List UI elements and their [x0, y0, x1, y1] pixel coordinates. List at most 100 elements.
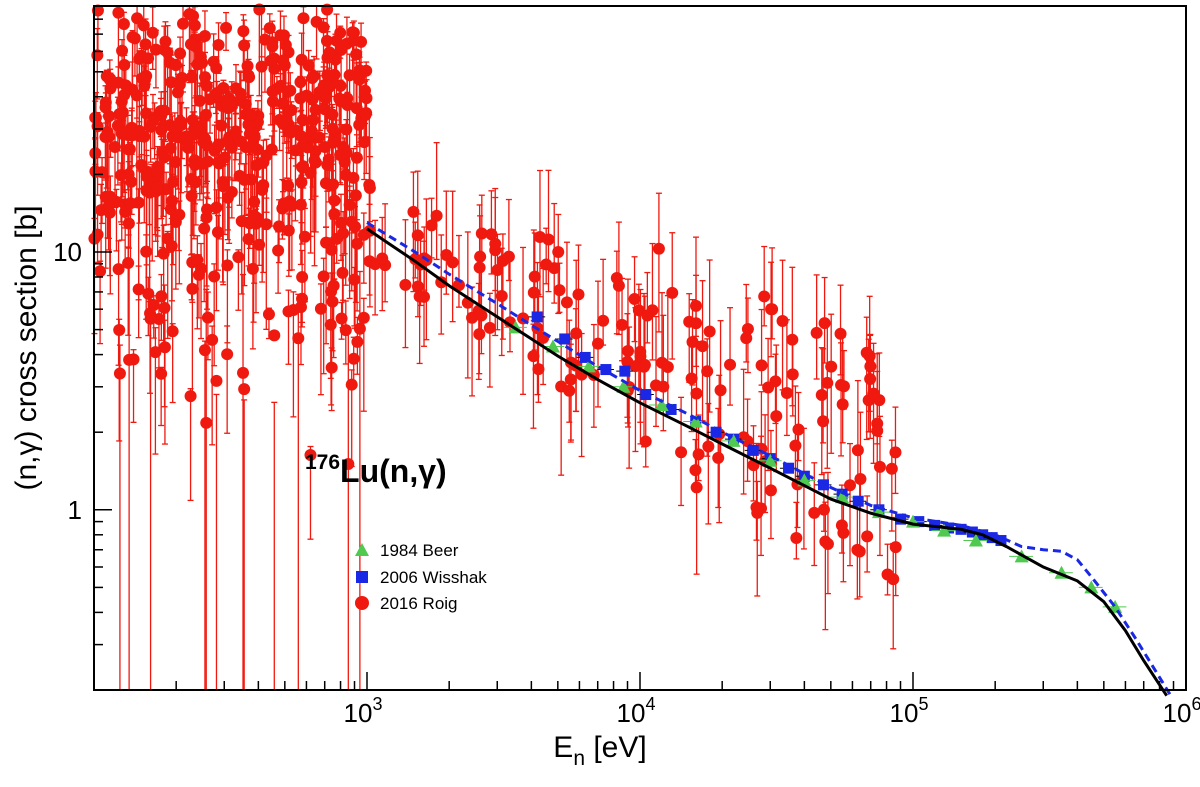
roig-point	[168, 122, 181, 135]
roig-point	[155, 124, 168, 137]
x-axis-title: En [eV]	[553, 731, 646, 770]
roig-point	[818, 317, 831, 330]
roig-point	[335, 312, 348, 325]
roig-point	[94, 265, 107, 278]
roig-point	[572, 288, 585, 301]
roig-point	[712, 451, 725, 464]
roig-point	[183, 8, 196, 21]
roig-point	[621, 344, 634, 357]
roig-point	[189, 176, 202, 189]
roig-point	[861, 530, 874, 543]
roig-point	[491, 264, 504, 277]
roig-point	[326, 295, 339, 308]
x-tick-label: 103	[344, 694, 383, 728]
x-tick-label: 106	[1163, 694, 1200, 728]
roig-point	[325, 361, 338, 374]
x-tick-label-base: 10	[617, 698, 646, 728]
wisshak-point	[783, 462, 795, 474]
roig-point	[324, 318, 337, 331]
roig-point	[867, 387, 880, 400]
roig-point	[821, 376, 834, 389]
roig-point	[295, 176, 308, 189]
beer-point	[654, 397, 669, 411]
roig-point	[144, 120, 157, 133]
roig-point	[132, 283, 145, 296]
roig-point	[135, 158, 148, 171]
roig-point	[151, 181, 164, 194]
roig-point	[790, 532, 803, 545]
roig-point	[104, 82, 117, 95]
roig-point	[89, 165, 102, 178]
roig-point	[142, 52, 155, 65]
roig-point	[218, 151, 231, 164]
roig-point	[211, 226, 224, 239]
roig-point	[210, 201, 223, 214]
roig-point	[597, 314, 610, 327]
roig-point	[889, 446, 902, 459]
roig-point	[122, 143, 135, 156]
roig-point	[237, 25, 250, 38]
roig-point	[616, 318, 629, 331]
wisshak-point	[995, 535, 1007, 547]
roig-point	[255, 60, 268, 73]
roig-point	[527, 286, 540, 299]
roig-point	[411, 229, 424, 242]
roig-point	[629, 360, 642, 373]
legend-label-beer: 1984 Beer	[380, 541, 459, 560]
roig-point	[686, 336, 699, 349]
roig-point	[242, 118, 255, 131]
roig-point	[347, 352, 360, 365]
roig-point	[149, 346, 162, 359]
roig-point	[339, 324, 352, 337]
roig-point	[628, 293, 641, 306]
roig-point	[238, 383, 251, 396]
roig-point	[285, 199, 298, 212]
roig-point	[294, 76, 307, 89]
roig-point	[174, 47, 187, 60]
roig-point	[248, 131, 261, 144]
roig-point	[340, 146, 353, 159]
roig-point	[207, 55, 220, 68]
roig-point	[297, 160, 310, 173]
roig-point	[195, 157, 208, 170]
roig-point	[683, 315, 696, 328]
roig-point	[338, 156, 351, 169]
roig-point	[158, 43, 171, 56]
roig-point	[770, 410, 783, 423]
roig-point	[353, 322, 366, 335]
roig-point	[817, 415, 830, 428]
roig-point	[327, 279, 340, 292]
roig-point	[294, 198, 307, 211]
roig-point	[123, 353, 136, 366]
x-tick-label-base: 10	[890, 698, 919, 728]
roig-point	[210, 374, 223, 387]
roig-point	[116, 44, 129, 57]
roig-point	[186, 282, 199, 295]
roig-point	[741, 323, 754, 336]
roig-point	[330, 34, 343, 47]
roig-point	[786, 368, 799, 381]
roig-point	[284, 126, 297, 139]
solid-curve	[366, 227, 1168, 697]
roig-point	[702, 440, 715, 453]
roig-point	[142, 287, 155, 300]
roig-point	[198, 344, 211, 357]
roig-point	[714, 384, 727, 397]
roig-point	[297, 12, 310, 25]
evaluation-curves	[366, 221, 1173, 697]
roig-point	[219, 96, 232, 109]
roig-point	[328, 194, 341, 207]
roig-point	[360, 107, 373, 120]
roig-point	[166, 194, 179, 207]
roig-point	[152, 312, 165, 325]
wisshak-point	[747, 444, 759, 456]
roig-point	[220, 21, 233, 34]
roig-point	[610, 271, 623, 284]
roig-point	[199, 71, 212, 84]
roig-point	[112, 6, 125, 19]
roig-point	[221, 259, 234, 272]
roig-point	[246, 262, 259, 275]
roig-point	[351, 335, 364, 348]
roig-point	[353, 73, 366, 86]
